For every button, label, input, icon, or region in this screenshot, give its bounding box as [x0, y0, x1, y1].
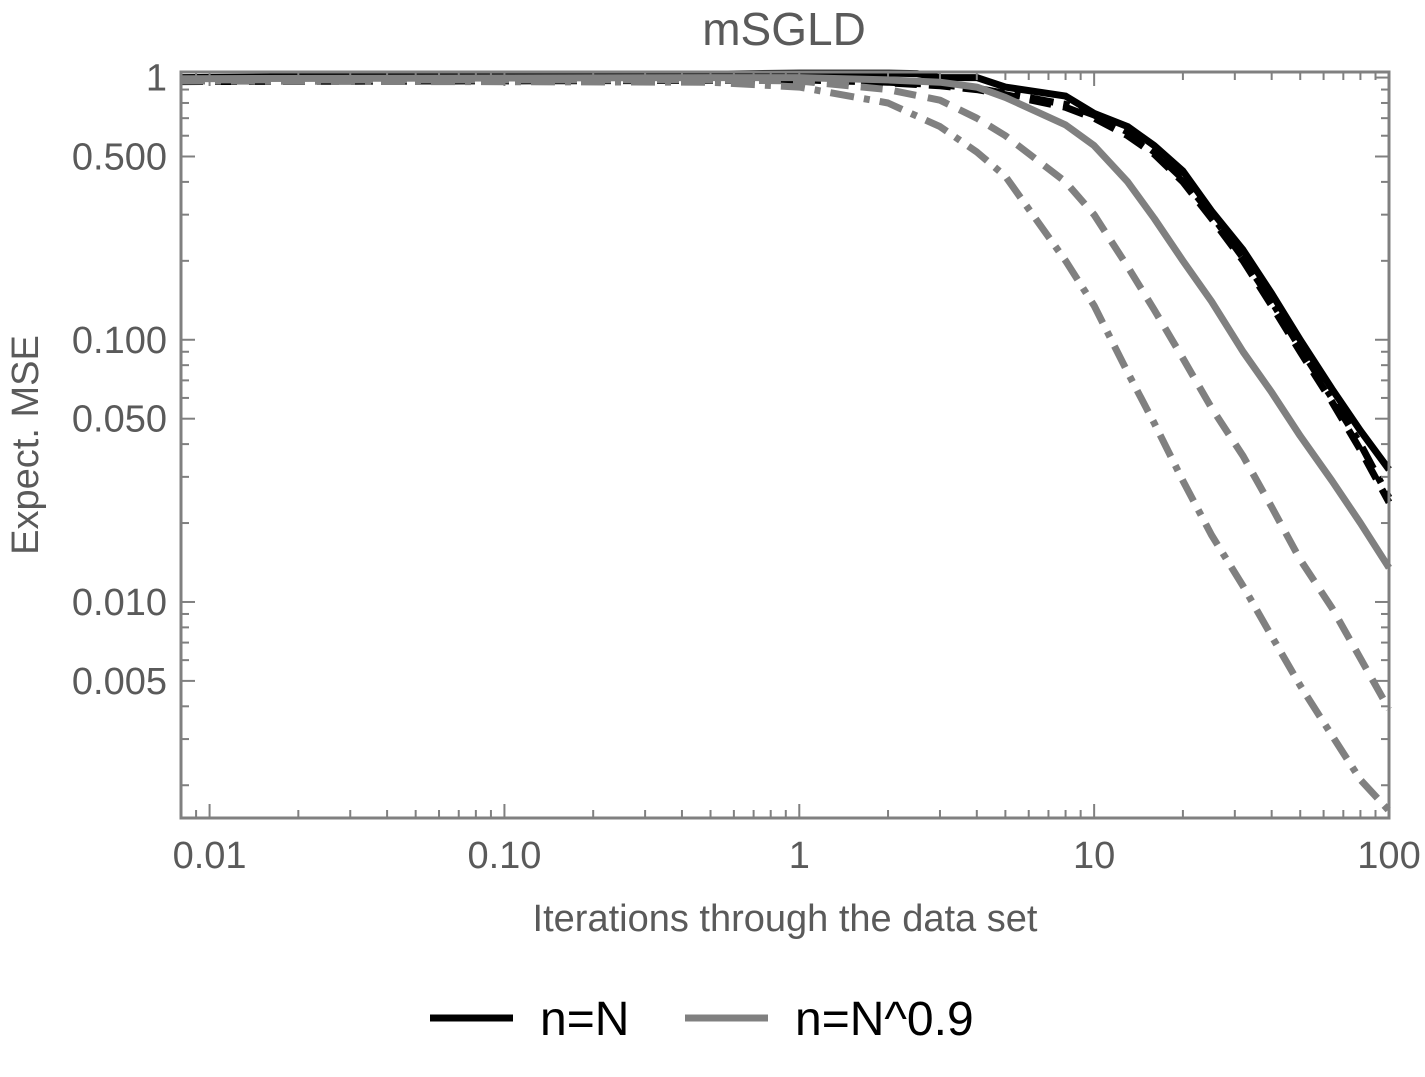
- y-tick-label: 0.005: [72, 661, 167, 703]
- y-tick-label: 0.500: [72, 136, 167, 178]
- series-line-4: [180, 74, 1392, 570]
- legend-label: n=N^0.9: [795, 993, 974, 1046]
- x-axis-label: Iterations through the data set: [533, 898, 1038, 940]
- x-tick-label: 0.10: [467, 835, 541, 877]
- legend-label: n=N: [540, 993, 629, 1046]
- x-tick-labels: 0.01 0.10 1 10 100: [173, 835, 1421, 877]
- x-tick-label: 10: [1073, 835, 1115, 877]
- x-tick-label: 100: [1357, 835, 1420, 877]
- plot-frame: [179, 70, 1391, 820]
- y-tick-label: 0.010: [72, 582, 167, 624]
- legend: n=N n=N^0.9: [430, 993, 974, 1046]
- chart-title: mSGLD: [702, 3, 866, 55]
- series-line-3: [180, 76, 1393, 500]
- tick-layer: [180, 72, 1389, 818]
- y-tick-label: 0.050: [72, 399, 167, 441]
- x-tick-label: 0.01: [173, 835, 247, 877]
- series-layer: [180, 69, 1393, 814]
- series-line-6: [180, 77, 1392, 814]
- series-line-5: [181, 76, 1393, 711]
- x-tick-label: 1: [789, 835, 810, 877]
- y-tick-labels: 1 0.500 0.100 0.050 0.010 0.005: [72, 58, 167, 703]
- series-line-1: [180, 69, 1392, 472]
- y-tick-label: 0.100: [72, 320, 167, 362]
- y-tick-label: 1: [146, 58, 167, 100]
- y-axis-label: Expect. MSE: [5, 335, 47, 555]
